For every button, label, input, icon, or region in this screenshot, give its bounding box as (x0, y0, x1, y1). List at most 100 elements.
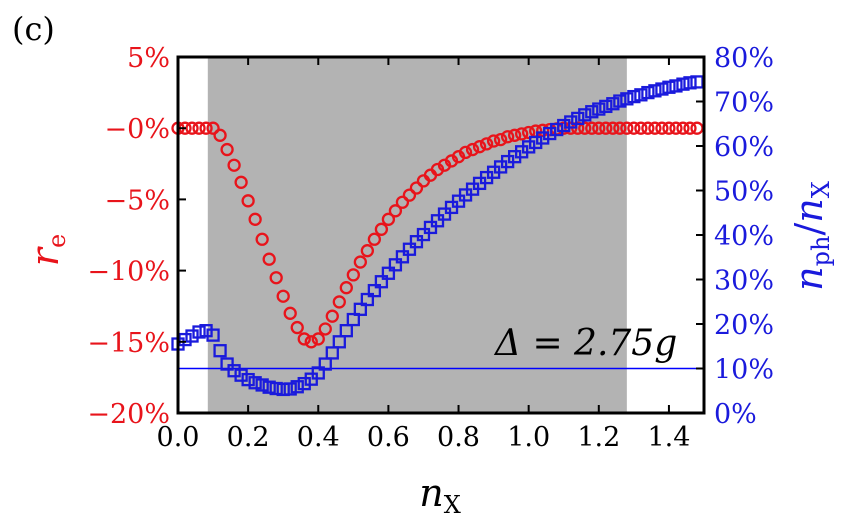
data-point-square (192, 325, 206, 339)
data-point-square (325, 346, 339, 360)
data-point-square (395, 250, 410, 264)
data-point-square (599, 99, 613, 114)
right-axis-label: nph/nX (787, 181, 835, 291)
data-point-circle (234, 175, 248, 189)
y-left-tick-label: −10% (87, 257, 170, 288)
data-point-circle (690, 121, 704, 135)
data-point-square (339, 324, 353, 338)
data-point-square (655, 82, 669, 96)
data-point-square (381, 266, 396, 280)
data-point-square (311, 366, 325, 380)
data-point-square (255, 378, 269, 392)
data-point-square (690, 75, 704, 89)
data-point-circle (283, 306, 297, 320)
data-point-circle (206, 121, 220, 135)
data-point-circle (374, 222, 389, 236)
data-point-square (220, 357, 234, 371)
data-point-circle (325, 309, 339, 323)
data-point-circle (536, 123, 550, 137)
y-left-tick-label: −5% (105, 185, 170, 216)
data-point-circle (402, 188, 417, 202)
x-tick-label: 0.2 (227, 422, 270, 453)
ticks-layer: 0.0 0.2 0.4 0.6 0.8 1.0 1.2 1.4 5% −0% −5% −10% −15%… (87, 43, 774, 453)
data-point-square (178, 332, 192, 347)
data-point-circle (346, 268, 360, 282)
marks-layer (171, 75, 704, 397)
data-point-circle (500, 130, 515, 144)
data-point-circle (353, 255, 367, 269)
x-tick-label: 1.4 (647, 422, 690, 453)
data-point-circle (613, 121, 627, 135)
data-point-square (543, 126, 557, 141)
data-point-circle (662, 121, 676, 135)
data-point-square (290, 380, 304, 394)
data-point-square (437, 207, 452, 221)
data-point-square (627, 89, 641, 104)
data-point-square (430, 214, 445, 228)
y-left-tick-label: 5% (127, 43, 170, 74)
data-point-square (346, 312, 360, 327)
y-left-tick-label: −20% (87, 399, 170, 430)
panel-label: (c) (12, 10, 55, 48)
data-point-circle (493, 132, 508, 147)
data-point-square (360, 292, 375, 307)
x-tick-label: 0.6 (367, 422, 410, 453)
data-point-circle (479, 137, 494, 151)
data-point-square (367, 283, 382, 298)
data-point-circle (381, 212, 396, 226)
data-point-square (613, 94, 627, 108)
data-point-circle (318, 322, 332, 336)
data-point-circle (388, 204, 403, 218)
data-point-square (262, 380, 276, 394)
data-point-square (416, 227, 431, 242)
data-point-circle (472, 140, 487, 154)
y-right-tick-label: 80% (714, 43, 774, 74)
left-axis-label: re (23, 234, 71, 266)
data-point-circle (515, 127, 529, 141)
data-point-circle (311, 332, 325, 346)
data-point-circle (606, 121, 620, 135)
data-point-square (585, 105, 599, 119)
data-point-square (213, 344, 227, 358)
data-point-circle (627, 121, 641, 135)
data-point-circle (262, 252, 276, 266)
data-point-square (353, 302, 367, 316)
data-point-square (683, 76, 697, 90)
data-point-circle (227, 158, 241, 172)
data-point-square (332, 335, 346, 349)
data-point-circle (276, 289, 290, 303)
data-point-circle (199, 121, 213, 135)
data-point-circle (592, 121, 606, 135)
data-point-square (676, 77, 690, 91)
data-point-circle (213, 128, 227, 142)
data-point-square (388, 258, 403, 272)
data-point-circle (241, 194, 255, 208)
y-left-tick-label: −15% (87, 328, 170, 359)
x-axis-label: nX (419, 471, 461, 519)
data-point-circle (339, 281, 353, 295)
data-point-square (269, 381, 283, 396)
x-tick-label: 1.0 (507, 422, 550, 453)
y-right-tick-label: 30% (714, 266, 774, 297)
data-point-circle (367, 232, 382, 246)
data-point-circle (297, 332, 311, 346)
data-point-circle (669, 121, 683, 135)
data-point-square (571, 111, 585, 126)
data-point-circle (599, 121, 613, 135)
data-point-square (423, 220, 438, 235)
data-point-circle (486, 134, 501, 148)
data-point-circle (507, 128, 522, 142)
y-right-tick-label: 0% (714, 399, 757, 430)
data-point-circle (585, 121, 599, 135)
data-point-circle (360, 244, 375, 258)
data-point-square (648, 84, 662, 98)
y-right-tick-label: 40% (714, 221, 774, 252)
data-point-circle (676, 121, 690, 135)
data-point-square (283, 382, 297, 396)
data-point-square (409, 235, 424, 249)
y-right-tick-label: 10% (714, 355, 774, 386)
data-point-circle (655, 121, 669, 135)
x-tick-label: 0.0 (157, 422, 200, 453)
data-point-circle (648, 121, 662, 135)
data-point-square (564, 115, 578, 129)
